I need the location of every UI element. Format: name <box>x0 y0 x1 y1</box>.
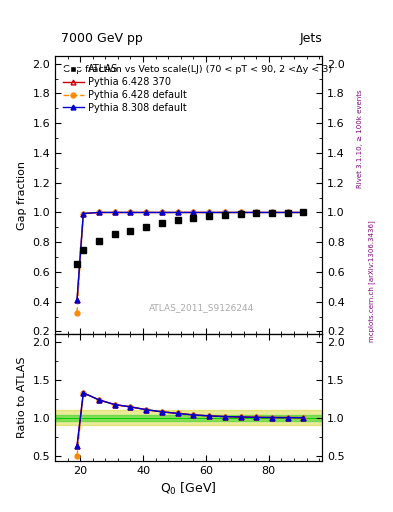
Text: ATLAS_2011_S9126244: ATLAS_2011_S9126244 <box>149 303 255 312</box>
Y-axis label: Gap fraction: Gap fraction <box>17 161 27 230</box>
Legend: ATLAS, Pythia 6.428 370, Pythia 6.428 default, Pythia 8.308 default: ATLAS, Pythia 6.428 370, Pythia 6.428 de… <box>60 61 190 116</box>
Text: Jets: Jets <box>299 32 322 45</box>
Y-axis label: Ratio to ATLAS: Ratio to ATLAS <box>17 357 27 438</box>
Text: Rivet 3.1.10, ≥ 100k events: Rivet 3.1.10, ≥ 100k events <box>356 89 363 187</box>
Text: Gap fraction vs Veto scale(LJ) (70 < pT < 90, 2 <Δy < 3): Gap fraction vs Veto scale(LJ) (70 < pT … <box>63 65 332 74</box>
Bar <box>55 415 322 421</box>
Bar <box>55 410 322 425</box>
Text: mcplots.cern.ch [arXiv:1306.3436]: mcplots.cern.ch [arXiv:1306.3436] <box>368 221 375 343</box>
Text: 7000 GeV pp: 7000 GeV pp <box>61 32 143 45</box>
X-axis label: Q$_0$ [GeV]: Q$_0$ [GeV] <box>160 481 217 497</box>
